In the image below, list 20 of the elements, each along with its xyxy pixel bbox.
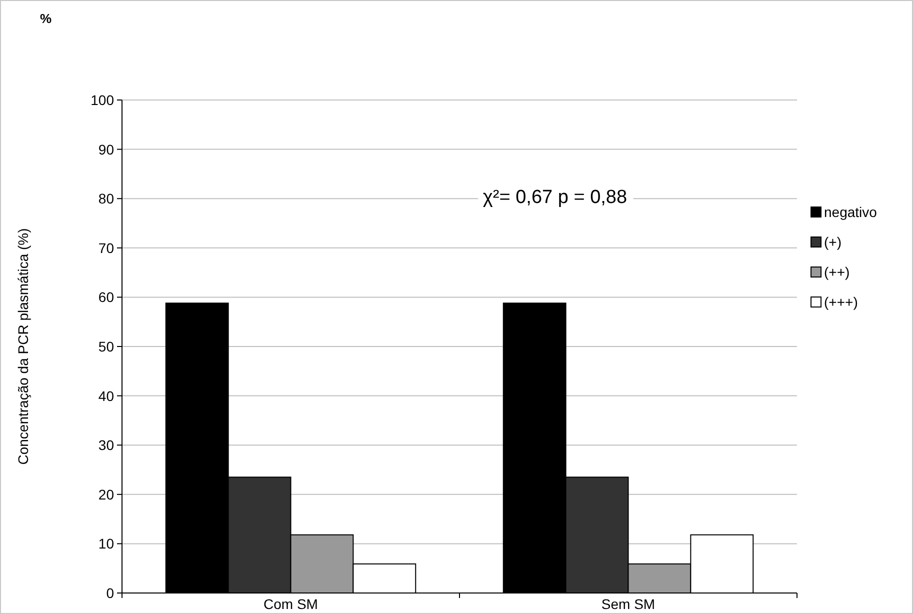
y-tick-label: 40 — [98, 388, 114, 404]
legend-label: (++) — [824, 264, 850, 280]
y-tick-label: 70 — [98, 240, 114, 256]
y-tick-label: 80 — [98, 190, 114, 207]
y-axis-title: Concentração da PCR plasmática (%) — [15, 228, 31, 465]
y-tick-label: 60 — [98, 289, 114, 306]
annotation: χ²= 0,67 p = 0,88 — [482, 187, 628, 208]
y-tick-label: 90 — [98, 141, 114, 158]
legend-label: negativo — [824, 204, 878, 220]
y-tick-label: 100 — [90, 92, 114, 108]
legend-label: (+++) — [824, 294, 858, 310]
x-tick-label: Com SM — [264, 596, 318, 612]
legend-label: (+) — [824, 234, 842, 250]
y-tick-label: 20 — [98, 486, 114, 502]
y-tick-label: 30 — [98, 437, 114, 454]
y-tick-label: 0 — [106, 585, 114, 601]
y-tick-label: 50 — [98, 338, 114, 354]
y-tick-label: 10 — [98, 536, 114, 552]
chart-title: % — [40, 11, 52, 26]
x-tick-label: Sem SM — [601, 596, 656, 612]
